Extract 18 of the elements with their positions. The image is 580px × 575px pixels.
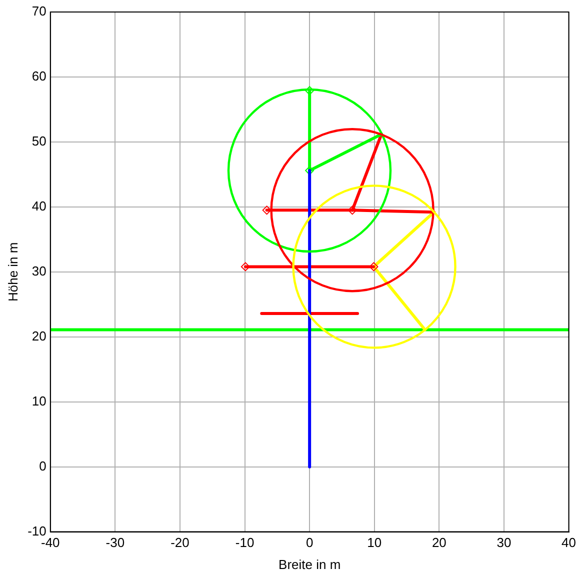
y-tick-label: 40 [32,198,46,214]
x-tick-label: -30 [106,535,125,550]
y-tick-label: 60 [32,68,46,84]
y-tick-label: 20 [32,328,46,344]
y-tick-label: 10 [32,393,46,408]
x-tick-label: 20 [432,535,446,550]
x-tick-label: 10 [367,535,382,550]
x-tick-label: 40 [562,535,576,550]
x-axis-title: Breite in m [278,556,341,572]
x-tick-label: 0 [306,535,314,550]
y-tick-label: 30 [32,263,46,278]
x-tick-label: 30 [496,535,512,550]
x-tick-label: -20 [170,535,190,550]
y-axis-title: Höhe in m [5,242,20,302]
y-tick-label: 0 [39,458,46,474]
y-tick-label: 70 [32,4,46,19]
x-tick-label: -10 [235,535,254,550]
y-tick-label: 50 [32,134,46,149]
